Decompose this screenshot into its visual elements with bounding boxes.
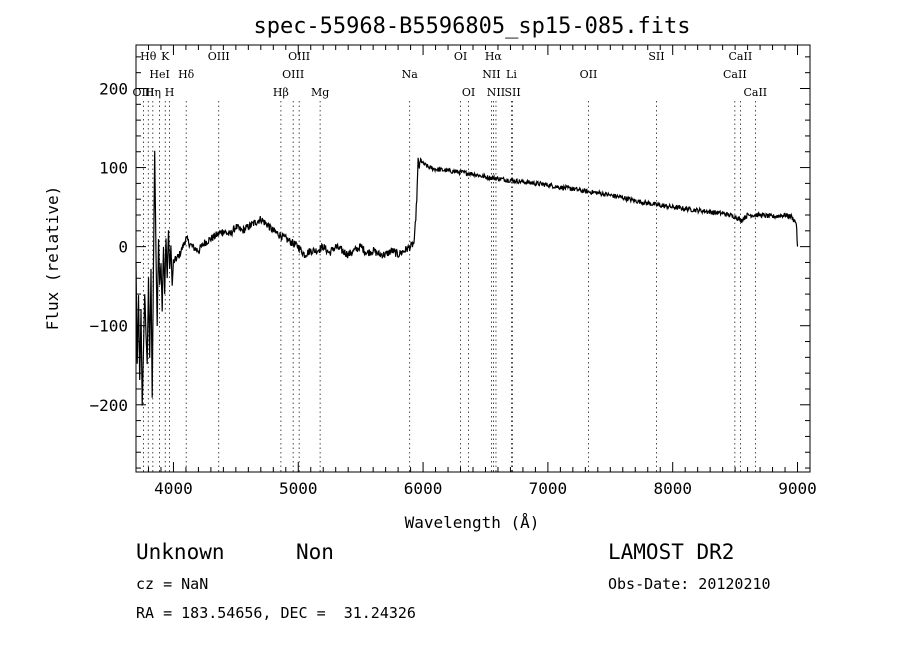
spectral-line-label: K bbox=[161, 50, 170, 63]
spectral-line-label: Hθ bbox=[140, 50, 157, 63]
spectral-line-label: NII bbox=[482, 68, 500, 81]
spectral-line-label: OIII bbox=[288, 50, 310, 63]
spectrum-series-line bbox=[135, 150, 799, 406]
x-axis-label: Wavelength (Å) bbox=[405, 513, 540, 532]
axis-ticks: 4000 5000 6000 7000 8000 9000 −200 −100 0 100 200 bbox=[89, 45, 817, 498]
spectral-line-label: Hδ bbox=[178, 68, 195, 81]
spectral-line-label: Hβ bbox=[273, 86, 289, 99]
spectral-line-label: HeI bbox=[149, 68, 169, 81]
redshift-text: cz = NaN bbox=[136, 575, 209, 593]
coordinates-text: RA = 183.54656, DEC = 31.24326 bbox=[136, 604, 416, 622]
y-tick-label: 200 bbox=[99, 79, 128, 98]
plot-frame bbox=[135, 44, 811, 473]
spectral-line-label: SII bbox=[648, 50, 664, 63]
x-tick-label: 5000 bbox=[279, 479, 318, 498]
spectral-line-label: CaII bbox=[723, 68, 747, 81]
spectral-line-label: OII bbox=[580, 68, 598, 81]
spectral-line-label: CaII bbox=[743, 86, 767, 99]
y-tick-label: 100 bbox=[99, 159, 128, 178]
x-tick-label: 8000 bbox=[653, 479, 692, 498]
object-subclass: Non bbox=[296, 540, 334, 564]
spectral-line-label: H bbox=[165, 86, 175, 99]
y-tick-label: −100 bbox=[89, 317, 128, 336]
spectral-line-label: Na bbox=[402, 68, 419, 81]
spectral-line-label: OIII bbox=[132, 86, 154, 99]
spectral-line-label: OI bbox=[454, 50, 467, 63]
spectrum-chart: spec-55968-B5596805_sp15-085.fits Hθ K HeI… bbox=[43, 14, 817, 532]
spectral-line-label: Hη bbox=[145, 86, 161, 99]
x-tick-label: 4000 bbox=[154, 479, 193, 498]
y-tick-label: 0 bbox=[118, 238, 128, 257]
spectral-line-label: Hα bbox=[485, 50, 503, 63]
spectral-line-label: CaII bbox=[729, 50, 753, 63]
survey-name: LAMOST DR2 bbox=[608, 540, 735, 564]
spectral-line-label: NII bbox=[487, 86, 505, 99]
chart-title: spec-55968-B5596805_sp15-085.fits bbox=[253, 14, 690, 39]
x-tick-label: 9000 bbox=[778, 479, 817, 498]
spectral-line-label: Li bbox=[506, 68, 517, 81]
spectral-line-label: OI bbox=[462, 86, 475, 99]
x-tick-label: 6000 bbox=[404, 479, 443, 498]
spectral-line-label: Mg bbox=[311, 86, 329, 99]
spectral-line-label: SII bbox=[504, 86, 520, 99]
x-tick-label: 7000 bbox=[529, 479, 568, 498]
y-tick-label: −200 bbox=[89, 396, 128, 415]
spectral-line-label: OIII bbox=[282, 68, 304, 81]
spectral-line-label: OIII bbox=[208, 50, 230, 63]
object-class: Unknown bbox=[136, 540, 225, 564]
obs-date-text: Obs-Date: 20120210 bbox=[608, 575, 771, 593]
y-axis-label: Flux (relative) bbox=[43, 186, 62, 331]
